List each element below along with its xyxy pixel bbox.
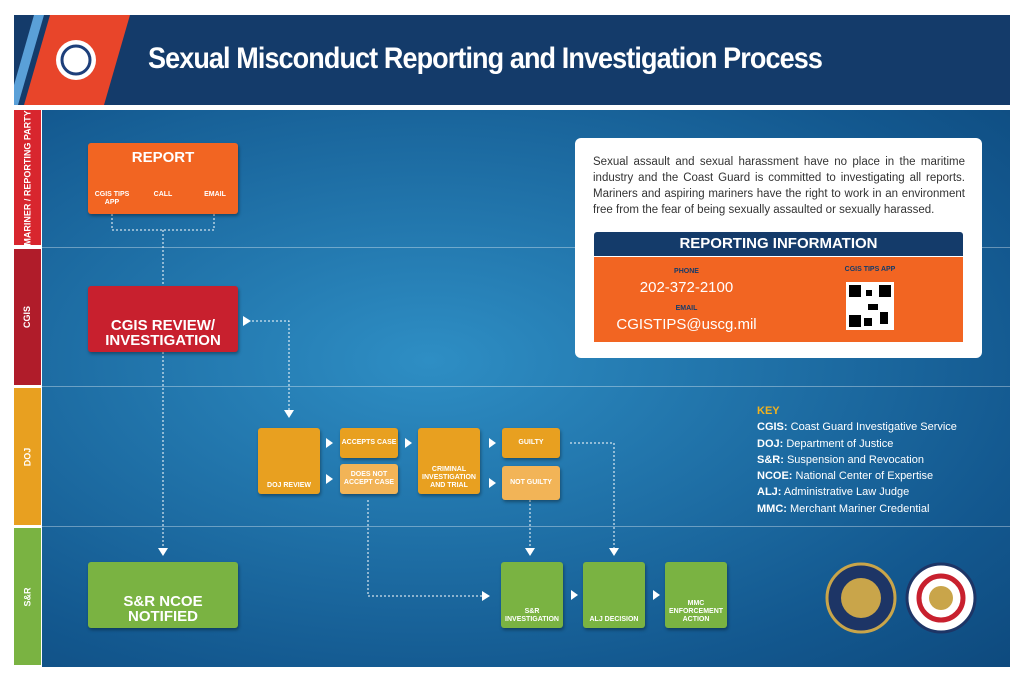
sr-investigation-box: S&R INVESTIGATION: [501, 562, 563, 628]
doj-review-box: DOJ REVIEW: [258, 428, 320, 494]
label: CRIMINAL INVESTIGATION AND TRIAL: [422, 466, 476, 489]
label: Suspension and Revocation: [786, 453, 924, 466]
sr-notified-box: S&R NCOE NOTIFIED: [88, 562, 238, 628]
key-item: S&R: Suspension and Revocation: [757, 452, 957, 468]
label: DOJ REVIEW: [267, 482, 311, 489]
label: GUILTY: [518, 439, 544, 446]
cgis-review-box: CGIS REVIEW/ INVESTIGATION: [88, 286, 238, 352]
seals: [825, 562, 977, 634]
lane-divider: [42, 386, 1010, 387]
key: KEY CGIS: Coast Guard Investigative Serv…: [757, 403, 957, 517]
report-option: EMAIL: [204, 191, 226, 198]
info-statement: Sexual assault and sexual harassment hav…: [593, 156, 965, 216]
page-title: Sexual Misconduct Reporting and Investig…: [148, 42, 823, 75]
doj-not-guilty-box: NOT GUILTY: [502, 466, 560, 500]
key-item: CGIS: Coast Guard Investigative Service: [757, 419, 957, 435]
key-item: NCOE: National Center of Expertise: [757, 468, 957, 484]
email-label: EMAIL: [675, 305, 698, 312]
header-stripes: [14, 15, 130, 105]
report-option: CGIS TIPS APP: [94, 191, 130, 206]
doj-accepts-box: ACCEPTS CASE: [340, 428, 398, 458]
label: S&R NCOE NOTIFIED: [123, 593, 203, 625]
app-label: CGIS TIPS APP: [844, 266, 896, 273]
header-band: [14, 15, 1010, 105]
key-title: KEY: [757, 405, 780, 417]
lane-divider: [42, 526, 1010, 527]
label: ALJ:: [757, 486, 782, 499]
doj-guilty-box: GUILTY: [502, 428, 560, 458]
label: ALJ DECISION: [589, 616, 639, 623]
lane-divider: [42, 247, 1010, 248]
label: Coast Guard Investigative Service: [790, 421, 957, 434]
label: NCOE:: [757, 470, 793, 483]
label: MMC:: [757, 502, 787, 515]
mmc-action-box: MMC ENFORCEMENT ACTION: [665, 562, 727, 628]
label: DOES NOT ACCEPT CASE: [343, 471, 395, 486]
lane-label: MARINER / REPORTING PARTY: [14, 110, 41, 245]
label: National Center of Expertise: [795, 470, 934, 483]
lane-label: CGIS: [14, 249, 41, 385]
label: NOT GUILTY: [510, 479, 552, 486]
doj-not-accept-box: DOES NOT ACCEPT CASE: [340, 464, 398, 494]
info-contact-panel: [594, 257, 963, 342]
key-item: MMC: Merchant Mariner Credential: [757, 501, 957, 517]
report-title: REPORT: [131, 149, 195, 166]
label: S&R INVESTIGATION: [505, 608, 559, 623]
phone-label: PHONE: [674, 268, 699, 275]
label: Department of Justice: [786, 437, 894, 450]
label: DOJ:: [757, 437, 784, 450]
label: Merchant Mariner Credential: [790, 502, 930, 515]
key-item: ALJ: Administrative Law Judge: [757, 484, 957, 500]
lane-label: DOJ: [14, 388, 41, 525]
email-address: CGISTIPS@uscg.mil: [616, 316, 757, 333]
phone-number: 202-372-2100: [639, 279, 734, 296]
label: ACCEPTS CASE: [341, 439, 397, 446]
info-heading: REPORTING INFORMATION: [594, 232, 963, 256]
report-option: CALL: [153, 191, 173, 198]
label: S&R:: [757, 453, 784, 466]
key-item: DOJ: Department of Justice: [757, 436, 957, 452]
qr-code: [846, 282, 894, 330]
doj-trial-box: CRIMINAL INVESTIGATION AND TRIAL: [418, 428, 480, 494]
label: CGIS REVIEW/ INVESTIGATION: [105, 317, 221, 349]
label: CGIS:: [757, 421, 788, 434]
lane-label: S&R: [14, 528, 41, 665]
label: MMC ENFORCEMENT ACTION: [668, 600, 724, 623]
report-box: REPORT CGIS TIPS APP CALL EMAIL: [88, 143, 238, 214]
alj-decision-box: ALJ DECISION: [583, 562, 645, 628]
label: Administrative Law Judge: [783, 486, 910, 499]
